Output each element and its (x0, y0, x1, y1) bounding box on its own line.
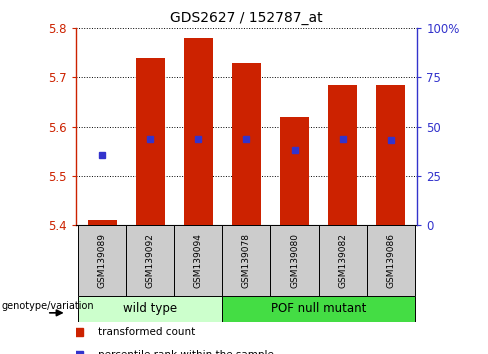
Bar (126, 225, 174, 296)
Text: GSM139080: GSM139080 (290, 233, 299, 288)
Text: GSM139089: GSM139089 (98, 233, 106, 288)
Bar (376, 85, 405, 225)
Text: POF null mutant: POF null mutant (271, 302, 366, 315)
Bar (328, 85, 357, 225)
Text: genotype/variation: genotype/variation (1, 301, 94, 311)
Bar (223, 225, 270, 296)
Text: GSM139092: GSM139092 (146, 233, 155, 288)
Bar (223, 296, 415, 322)
Bar (78, 296, 223, 322)
Bar (174, 225, 223, 296)
Bar (136, 58, 164, 225)
Title: GDS2627 / 152787_at: GDS2627 / 152787_at (170, 11, 323, 24)
Bar (366, 225, 415, 296)
Text: GSM139086: GSM139086 (386, 233, 395, 288)
Text: GSM139082: GSM139082 (338, 233, 347, 288)
Bar (184, 38, 213, 225)
Text: GSM139094: GSM139094 (194, 233, 203, 288)
Bar (88, 220, 117, 225)
Bar (270, 225, 319, 296)
Bar (78, 225, 126, 296)
Text: transformed count: transformed count (98, 327, 195, 337)
Bar (280, 117, 309, 225)
Bar (319, 225, 366, 296)
Bar (232, 63, 261, 225)
Text: percentile rank within the sample: percentile rank within the sample (98, 350, 274, 354)
Text: wild type: wild type (123, 302, 177, 315)
Text: GSM139078: GSM139078 (242, 233, 251, 288)
